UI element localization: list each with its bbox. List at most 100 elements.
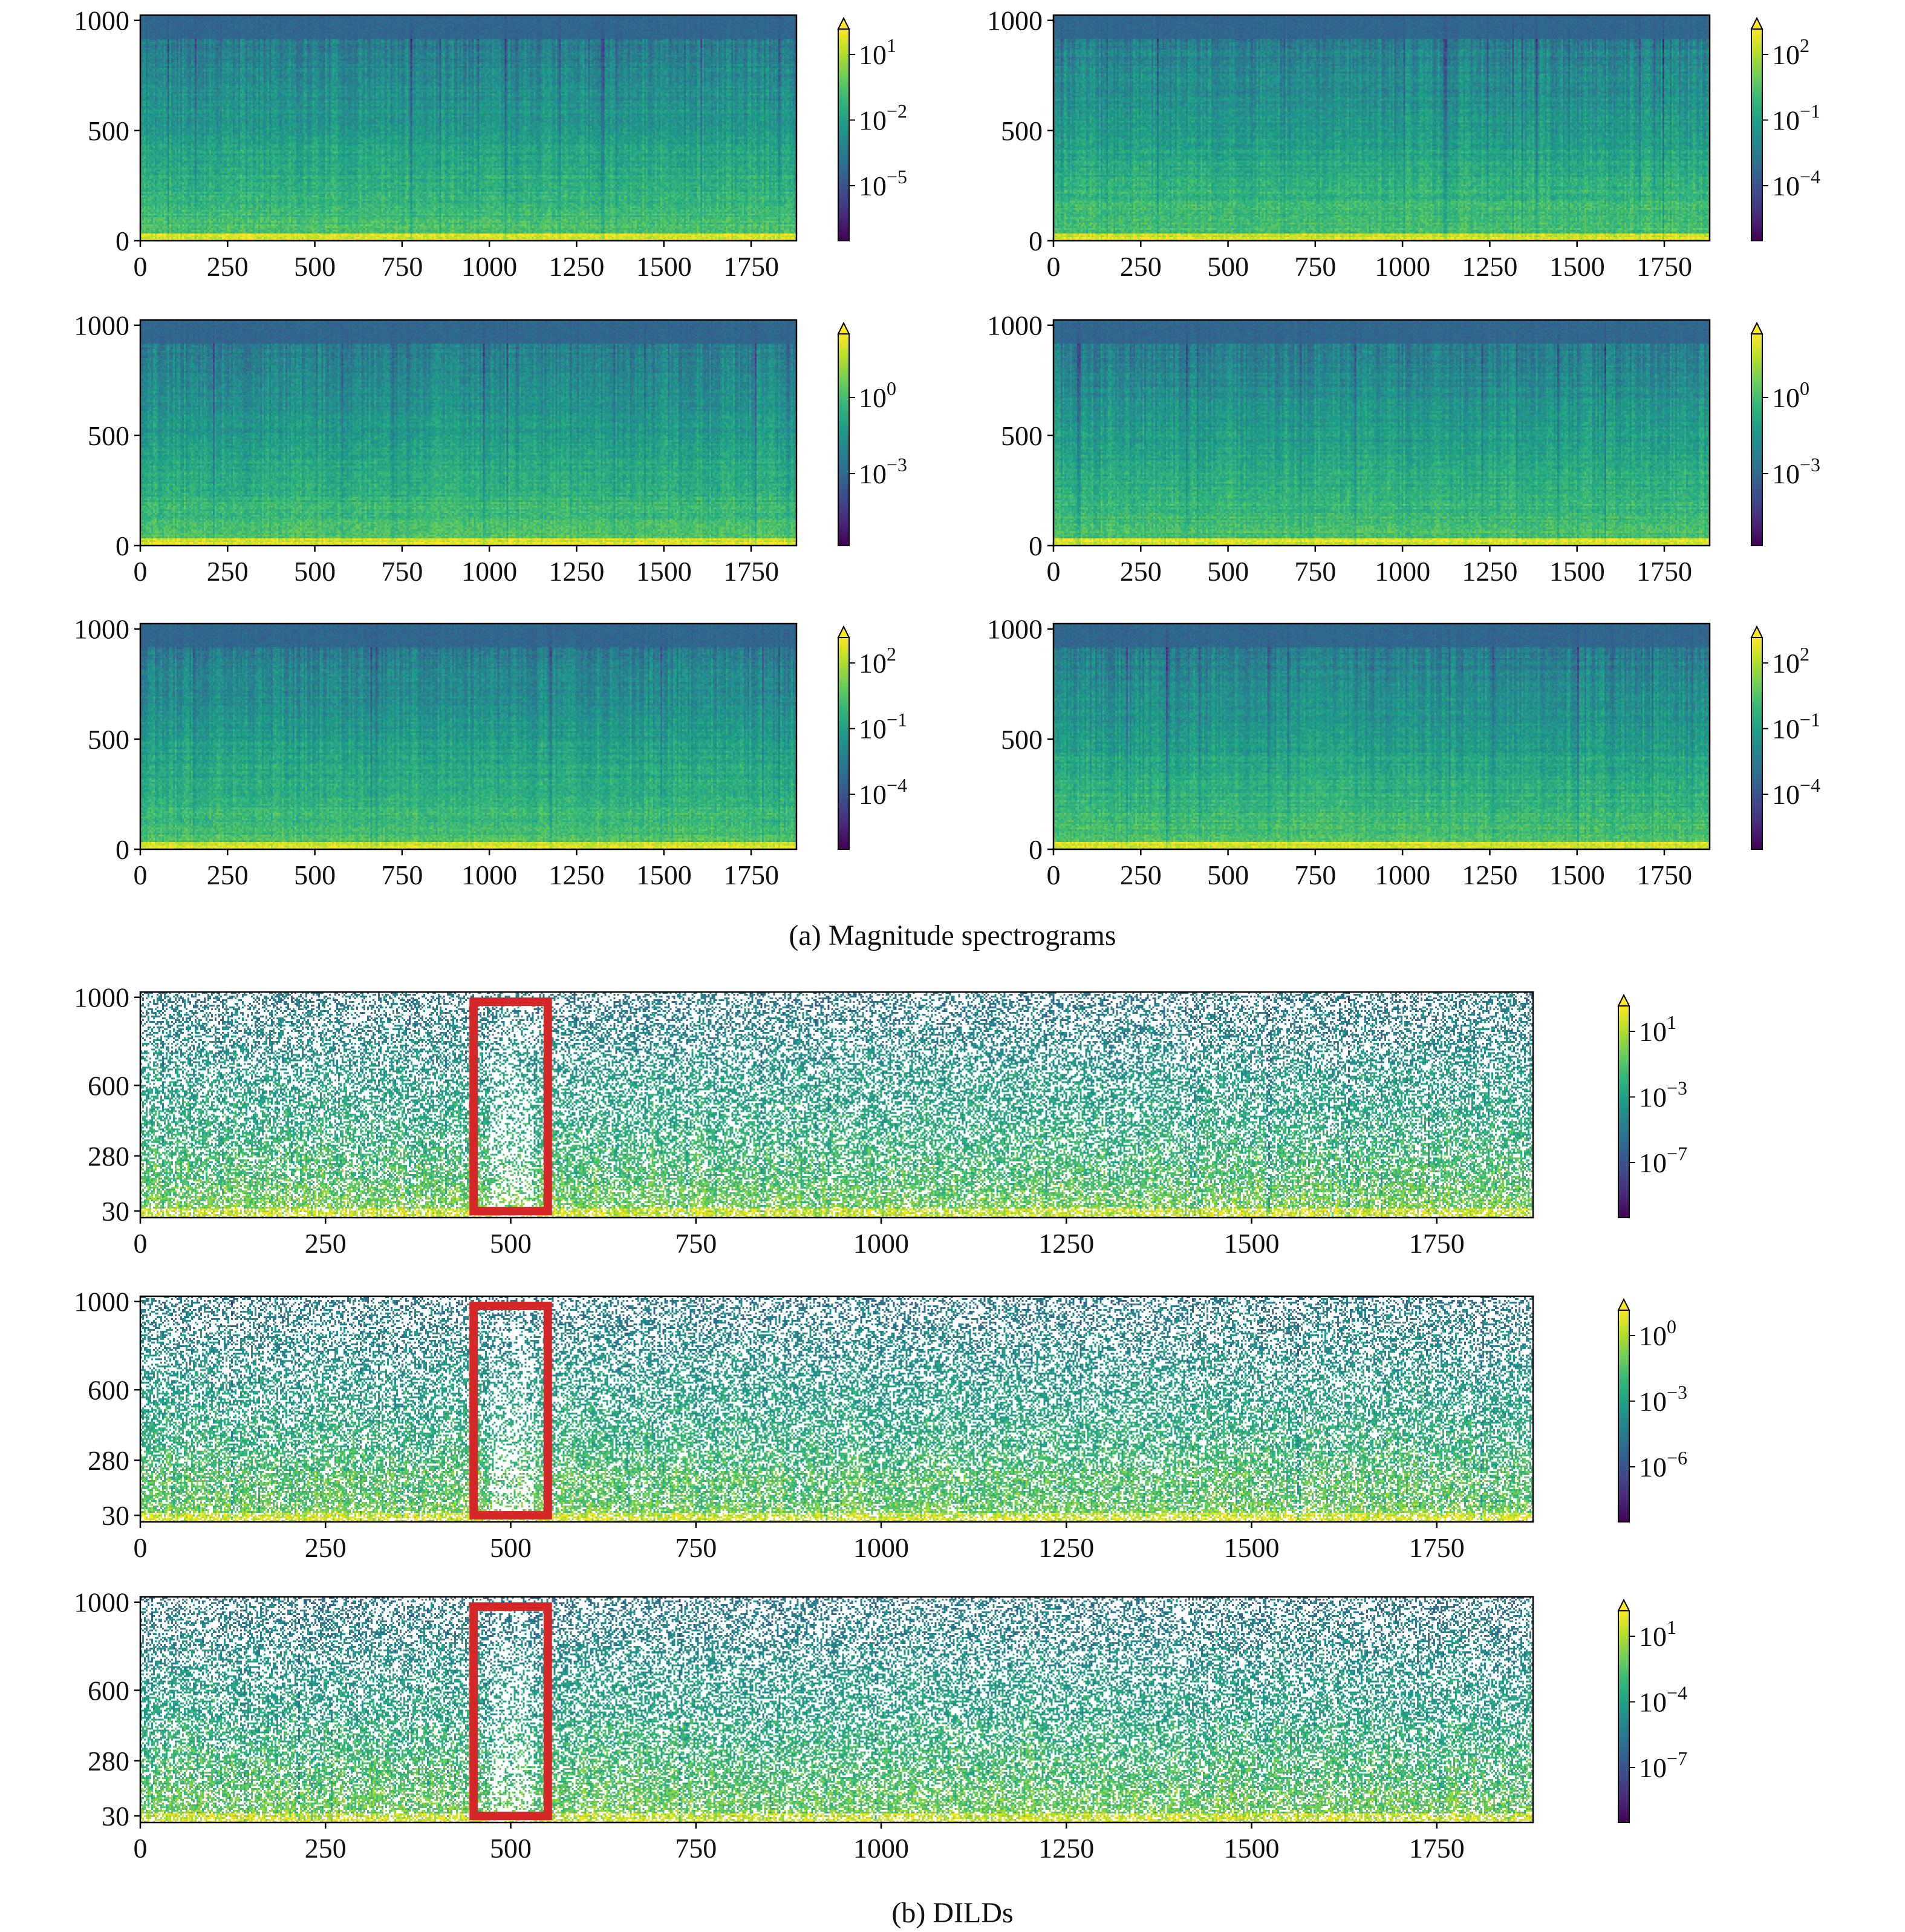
x-tick-label: 500 xyxy=(1207,860,1249,890)
x-tick-label: 250 xyxy=(305,1228,347,1259)
y-tick-label: 30 xyxy=(102,1801,129,1832)
y-tick-label: 1000 xyxy=(74,614,129,645)
axes-frame xyxy=(139,319,798,547)
y-tick-label: 1000 xyxy=(74,1287,129,1317)
x-tick-label: 750 xyxy=(1294,556,1336,587)
x-tick-label: 1500 xyxy=(1224,1833,1280,1864)
axes-frame xyxy=(1052,14,1711,242)
panel-a1: 0 250 500 750 1000 1250 1500 1750 0 500 1000 101 10−… xyxy=(74,5,907,282)
heatmap-image xyxy=(140,320,796,546)
x-tick-label: 750 xyxy=(381,251,423,282)
colorbar-tick-label: 10−5 xyxy=(859,166,907,201)
heatmap-image xyxy=(140,992,1533,1218)
x-tick-label: 750 xyxy=(381,556,423,587)
colorbar-tick-label: 101 xyxy=(1639,1616,1676,1652)
x-tick-label: 500 xyxy=(1207,251,1249,282)
x-tick-label: 0 xyxy=(1047,860,1061,890)
y-tick-label: 500 xyxy=(1001,116,1043,146)
colorbar xyxy=(838,333,850,546)
colorbar-tick-label: 101 xyxy=(1639,1011,1676,1047)
colorbar-tick-label: 10−2 xyxy=(859,100,907,136)
x-tick-label: 1500 xyxy=(1549,251,1605,282)
heatmap-image xyxy=(1053,624,1710,849)
colorbar-tick-label: 10−4 xyxy=(1639,1682,1687,1718)
heatmap-image xyxy=(140,1597,1533,1823)
panel-a6: 0 250 500 750 1000 1250 1500 1750 0 500 1000 102 10−… xyxy=(987,614,1820,890)
x-tick-label: 1000 xyxy=(461,860,517,890)
colorbar-extend-arrow xyxy=(837,625,850,638)
colorbar-tick-label: 10−4 xyxy=(859,774,907,810)
y-tick-label: 1000 xyxy=(74,310,129,341)
x-tick-label: 1000 xyxy=(853,1228,909,1259)
x-tick-label: 1250 xyxy=(549,860,604,890)
colorbar-tick-label: 10−3 xyxy=(1639,1382,1687,1417)
y-tick-label: 600 xyxy=(88,1675,129,1706)
colorbar-extend-arrow xyxy=(837,16,850,30)
colorbar-extend-arrow xyxy=(1750,16,1763,30)
x-tick-label: 1000 xyxy=(853,1833,909,1864)
colorbar-tick-label: 10−1 xyxy=(1772,709,1820,745)
colorbar-tick-label: 10−3 xyxy=(1772,454,1820,489)
x-tick-label: 1750 xyxy=(723,556,779,587)
x-tick-label: 250 xyxy=(1120,251,1162,282)
y-tick-label: 0 xyxy=(1029,226,1043,256)
x-tick-label: 0 xyxy=(134,1228,148,1259)
x-tick-label: 1000 xyxy=(461,556,517,587)
x-tick-label: 1750 xyxy=(1636,860,1692,890)
highlight-box xyxy=(469,1302,552,1520)
colorbar-tick-label: 102 xyxy=(1772,34,1809,70)
y-tick-label: 1000 xyxy=(74,1587,129,1618)
colorbar-extend-arrow xyxy=(837,321,850,335)
colorbar-tick-label: 102 xyxy=(1772,643,1809,679)
x-tick-label: 1250 xyxy=(1038,1228,1094,1259)
panel-a3: 0 250 500 750 1000 1250 1500 1750 0 500 1000 100 10−… xyxy=(74,310,907,587)
colorbar xyxy=(838,637,850,850)
colorbar-extend-arrow xyxy=(1617,1598,1630,1611)
colorbar-tick-label: 10−6 xyxy=(1639,1447,1687,1483)
x-tick-label: 1750 xyxy=(1409,1833,1465,1864)
x-tick-label: 750 xyxy=(675,1532,717,1563)
panel-a4: 0 250 500 750 1000 1250 1500 1750 0 500 1000 100 10−… xyxy=(987,310,1820,587)
colorbar-tick-label: 10−3 xyxy=(859,454,907,489)
heatmap-image xyxy=(140,1296,1533,1522)
x-tick-label: 1750 xyxy=(1636,556,1692,587)
y-tick-label: 500 xyxy=(88,420,129,451)
colorbar-extend-arrow xyxy=(1617,1297,1630,1311)
colorbar xyxy=(838,28,850,241)
colorbar-tick-label: 10−7 xyxy=(1639,1748,1687,1783)
axes-frame xyxy=(139,1596,1534,1824)
x-tick-label: 750 xyxy=(1294,860,1336,890)
axes-frame xyxy=(1052,319,1711,547)
axes-frame xyxy=(1052,622,1711,850)
x-tick-label: 0 xyxy=(1047,251,1061,282)
y-tick-label: 600 xyxy=(88,1374,129,1405)
x-tick-label: 1500 xyxy=(1224,1228,1280,1259)
y-tick-label: 1000 xyxy=(987,614,1043,645)
axes-frame xyxy=(139,622,798,850)
y-tick-label: 280 xyxy=(88,1746,129,1777)
y-tick-label: 30 xyxy=(102,1196,129,1227)
x-tick-label: 1750 xyxy=(723,860,779,890)
colorbar-tick-label: 100 xyxy=(859,377,896,413)
colorbar-tick-label: 100 xyxy=(1639,1316,1676,1351)
x-tick-label: 1250 xyxy=(1462,556,1517,587)
caption-b: (b) DILDs xyxy=(891,1897,1013,1929)
y-tick-label: 600 xyxy=(88,1070,129,1101)
y-tick-label: 0 xyxy=(116,834,129,865)
x-tick-label: 0 xyxy=(134,251,148,282)
x-tick-label: 1000 xyxy=(461,251,517,282)
x-tick-label: 750 xyxy=(675,1228,717,1259)
y-tick-label: 0 xyxy=(116,226,129,256)
colorbar-tick-label: 10−1 xyxy=(1772,100,1820,136)
colorbar xyxy=(1751,28,1763,241)
heatmap-image xyxy=(140,624,796,849)
y-tick-label: 500 xyxy=(88,724,129,755)
colorbar xyxy=(1751,637,1763,850)
y-tick-label: 1000 xyxy=(74,982,129,1013)
x-tick-label: 0 xyxy=(134,1833,148,1864)
caption-a: (a) Magnitude spectrograms xyxy=(789,919,1116,951)
x-tick-label: 500 xyxy=(490,1228,532,1259)
x-tick-label: 250 xyxy=(1120,860,1162,890)
panel-a2: 0 250 500 750 1000 1250 1500 1750 0 500 1000 102 10−… xyxy=(987,5,1820,282)
y-tick-label: 30 xyxy=(102,1500,129,1531)
